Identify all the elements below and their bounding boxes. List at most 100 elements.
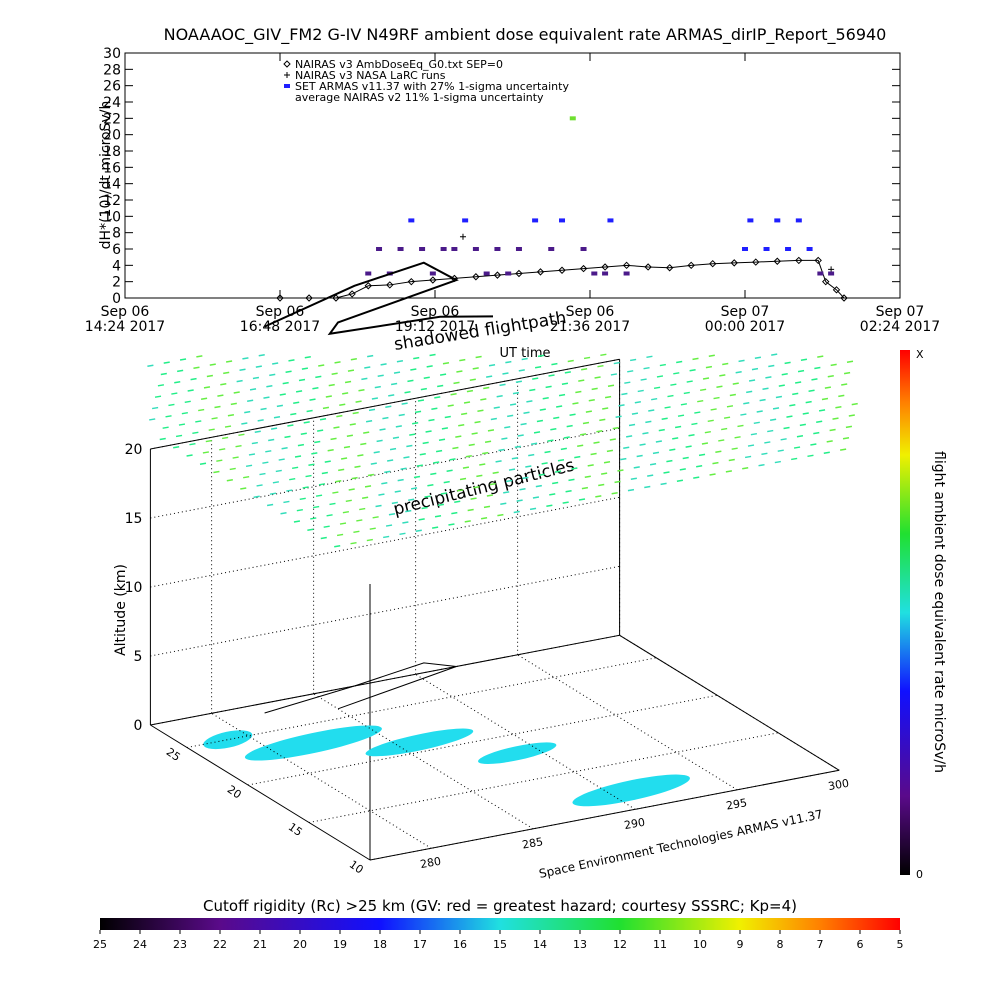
colorbar-tick-label: 13 bbox=[573, 938, 587, 951]
particle-dash bbox=[466, 389, 474, 393]
particle-dash bbox=[379, 428, 386, 431]
particle-dash bbox=[530, 442, 538, 445]
particle-dash bbox=[512, 391, 520, 395]
particle-dash bbox=[273, 415, 281, 419]
particle-dash bbox=[692, 357, 699, 361]
particle-dash bbox=[732, 382, 739, 385]
particle-dash bbox=[480, 398, 487, 401]
particle-dash bbox=[495, 460, 502, 463]
particle-dash bbox=[265, 450, 272, 453]
particle-dash bbox=[410, 368, 417, 371]
particle-dash bbox=[762, 387, 769, 390]
particle-dash bbox=[600, 353, 607, 357]
particle-dash bbox=[438, 438, 446, 441]
particle-dash bbox=[569, 413, 576, 417]
particle-dash bbox=[571, 467, 578, 470]
particle-dash bbox=[611, 492, 618, 495]
particle-dash bbox=[392, 436, 400, 439]
particle-dash bbox=[851, 402, 858, 406]
x-tick-label: Sep 06 21:36 2017 bbox=[550, 304, 630, 335]
particle-dash bbox=[414, 410, 422, 414]
particle-dash bbox=[254, 430, 261, 433]
particle-dash bbox=[351, 476, 358, 480]
particle-dash bbox=[423, 376, 430, 379]
particle-dash bbox=[719, 374, 726, 377]
particle-dash bbox=[800, 358, 808, 361]
particle-dash bbox=[754, 356, 762, 359]
particle-dash bbox=[614, 480, 621, 484]
chart-title: NOAAAOC_GIV_FM2 G-IV N49RF ambient dose … bbox=[164, 25, 887, 45]
particle-dash bbox=[294, 455, 302, 458]
particle-dash bbox=[600, 472, 608, 475]
particle-dash bbox=[456, 370, 463, 373]
particle-dash bbox=[598, 483, 605, 487]
particle-dash bbox=[272, 481, 280, 484]
particle-dash bbox=[300, 432, 307, 435]
y-tick-label: 6 bbox=[112, 242, 121, 258]
particle-dash bbox=[710, 408, 717, 411]
y-tick-label: 4 bbox=[112, 258, 121, 274]
particle-dash bbox=[421, 506, 428, 510]
particle-dash bbox=[435, 449, 443, 453]
particle-dash bbox=[713, 396, 720, 400]
particle-dash bbox=[311, 452, 318, 455]
particle-dash bbox=[251, 441, 258, 445]
particle-dash bbox=[603, 461, 611, 464]
particle-dash bbox=[758, 463, 765, 467]
particle-dash bbox=[691, 422, 698, 426]
particle-dash bbox=[487, 429, 495, 432]
particle-dash bbox=[384, 470, 391, 474]
particle-dash bbox=[521, 357, 528, 361]
particle-dash bbox=[157, 384, 165, 387]
particle-dash bbox=[339, 522, 347, 525]
particle-dash bbox=[610, 373, 618, 376]
particle-dash bbox=[469, 378, 476, 382]
particle-dash bbox=[350, 541, 357, 545]
diamond-point bbox=[305, 294, 313, 302]
particle-dash bbox=[503, 491, 510, 494]
z-tick-label: 5 bbox=[133, 649, 142, 665]
particle-dash bbox=[257, 419, 264, 422]
particle-dash bbox=[301, 367, 309, 370]
colorbar-tick-label: 19 bbox=[333, 938, 347, 951]
dot-point bbox=[602, 271, 609, 276]
particle-dash bbox=[319, 417, 327, 421]
particle-dash bbox=[630, 477, 637, 481]
particle-dash bbox=[786, 415, 793, 418]
dot-point bbox=[515, 247, 522, 251]
particle-dash bbox=[151, 406, 159, 410]
particle-dash bbox=[394, 490, 401, 493]
particle-dash bbox=[591, 387, 598, 391]
particle-dash bbox=[225, 360, 233, 363]
shadowed-path bbox=[264, 662, 457, 714]
particle-dash bbox=[359, 507, 366, 511]
diamond-point bbox=[472, 273, 480, 281]
particle-dash bbox=[744, 455, 752, 459]
particle-dash bbox=[317, 429, 324, 432]
particle-dash bbox=[443, 480, 450, 484]
particle-dash bbox=[293, 401, 300, 404]
particle-dash bbox=[255, 365, 262, 368]
particle-dash bbox=[163, 361, 170, 364]
particle-dash bbox=[199, 462, 207, 466]
particle-dash bbox=[427, 483, 434, 487]
particle-dash bbox=[761, 452, 768, 456]
particle-dash bbox=[245, 464, 253, 468]
colorbar-min: 0 bbox=[916, 868, 923, 881]
land bbox=[365, 728, 474, 757]
particle-dash bbox=[838, 394, 845, 398]
particle-dash bbox=[467, 508, 474, 512]
particle-dash bbox=[361, 377, 368, 381]
y-tick-label: 2 bbox=[112, 275, 121, 291]
particle-dash bbox=[387, 459, 394, 462]
particle-dash bbox=[262, 461, 269, 464]
plus-point bbox=[828, 266, 835, 273]
particle-dash bbox=[682, 456, 689, 460]
particle-dash bbox=[173, 446, 180, 449]
particle-dash bbox=[683, 391, 690, 395]
particle-dash bbox=[565, 490, 572, 493]
particle-dash bbox=[708, 354, 715, 357]
particle-dash bbox=[168, 403, 175, 407]
particle-dash bbox=[743, 401, 750, 405]
particle-dash bbox=[334, 545, 341, 548]
